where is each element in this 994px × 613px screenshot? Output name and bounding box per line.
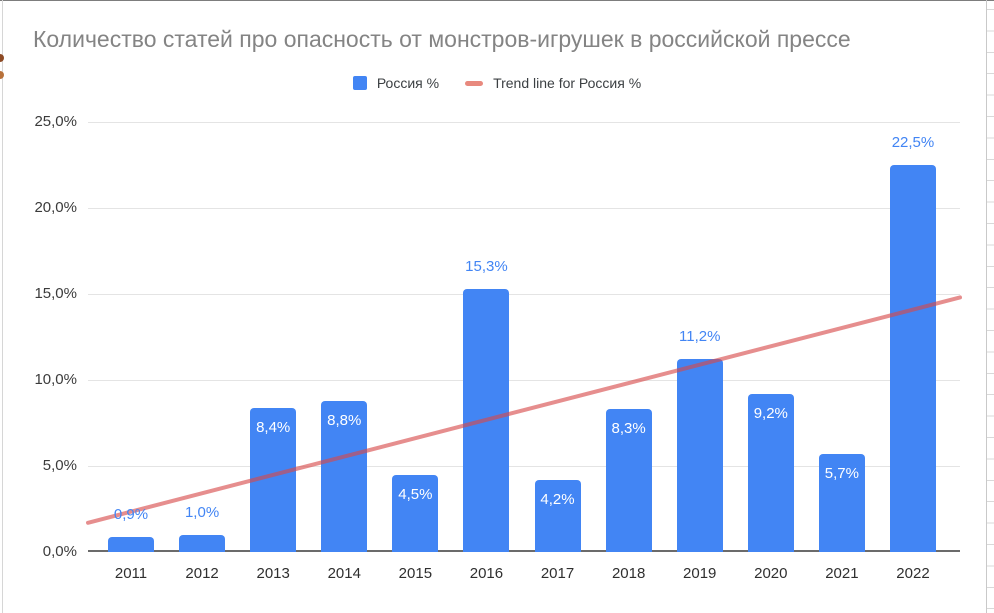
x-axis-tick-label: 2015 bbox=[398, 565, 433, 582]
left-edge-artifact bbox=[0, 54, 4, 62]
gridline bbox=[88, 122, 960, 123]
x-axis-tick-label: 2019 bbox=[683, 565, 717, 582]
chart-legend: Россия % Trend line for Россия % bbox=[0, 71, 994, 95]
x-axis-tick-label: 2021 bbox=[825, 565, 859, 582]
x-axis-line bbox=[88, 550, 960, 552]
legend-item-russia[interactable]: Россия % bbox=[352, 75, 440, 91]
bar-value-label: 4,2% bbox=[540, 490, 575, 508]
legend-label: Россия % bbox=[376, 75, 440, 91]
bar-value-label: 0,9% bbox=[113, 505, 149, 523]
y-axis-tick-label: 20,0% bbox=[34, 199, 77, 216]
y-axis-tick-label: 25,0% bbox=[34, 113, 77, 130]
trendline-color-swatch bbox=[465, 80, 484, 86]
bar-value-label: 5,7% bbox=[824, 464, 859, 482]
x-axis-tick-label: 2017 bbox=[540, 565, 575, 582]
top-border-line bbox=[0, 0, 994, 1]
bar-2012[interactable] bbox=[179, 534, 226, 552]
left-border-line bbox=[2, 0, 3, 613]
spreadsheet-right-gridline bbox=[986, 0, 994, 613]
x-axis-tick-label: 2014 bbox=[327, 565, 361, 582]
legend-label: Trend line for Россия % bbox=[493, 75, 642, 91]
bar-value-label: 22,5% bbox=[891, 134, 935, 151]
y-axis-tick-label: 0,0% bbox=[42, 543, 77, 560]
y-axis-tick-label: 5,0% bbox=[42, 457, 77, 474]
bar-value-label: 4,5% bbox=[398, 485, 433, 503]
series-color-swatch bbox=[352, 76, 367, 90]
bar-value-label: 8,4% bbox=[256, 418, 291, 436]
x-axis-tick-label: 2013 bbox=[256, 565, 290, 582]
bar-value-label: 8,3% bbox=[611, 420, 646, 438]
x-axis-tick-label: 2018 bbox=[611, 565, 646, 582]
x-axis-tick-label: 2022 bbox=[896, 565, 930, 582]
left-edge-artifact bbox=[0, 71, 4, 79]
bar-value-label: 11,2% bbox=[679, 328, 721, 346]
gridline bbox=[88, 380, 960, 381]
bar-value-label: 9,2% bbox=[753, 404, 788, 422]
gridline bbox=[88, 208, 960, 209]
bar-value-label: 8,8% bbox=[327, 411, 362, 429]
legend-item-trendline[interactable]: Trend line for Россия % bbox=[465, 75, 641, 91]
x-axis-tick-label: 2016 bbox=[469, 565, 504, 582]
bar-2011[interactable] bbox=[108, 536, 154, 552]
bar-2019[interactable] bbox=[676, 359, 723, 552]
x-axis-tick-label: 2020 bbox=[754, 565, 788, 582]
y-axis-tick-label: 15,0% bbox=[34, 285, 77, 302]
bar-2016[interactable] bbox=[463, 288, 510, 552]
x-axis-tick-label: 2011 bbox=[114, 565, 148, 582]
bar-value-label: 1,0% bbox=[184, 503, 220, 521]
bar-value-label: 15,3% bbox=[465, 257, 508, 275]
x-axis-tick-label: 2012 bbox=[185, 565, 219, 582]
gridline bbox=[88, 294, 960, 295]
y-axis-tick-label: 10,0% bbox=[34, 371, 77, 388]
chart-title: Количество статей про опасность от монст… bbox=[33, 26, 851, 52]
bar-2022[interactable] bbox=[889, 165, 936, 552]
